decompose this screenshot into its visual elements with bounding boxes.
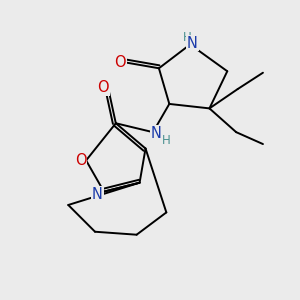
Text: H: H xyxy=(162,134,171,147)
Text: N: N xyxy=(92,187,103,202)
Text: O: O xyxy=(115,55,126,70)
Text: N: N xyxy=(187,35,198,50)
Text: O: O xyxy=(97,80,109,95)
Text: N: N xyxy=(151,126,162,141)
Text: O: O xyxy=(75,153,87,168)
Text: H: H xyxy=(183,32,191,44)
